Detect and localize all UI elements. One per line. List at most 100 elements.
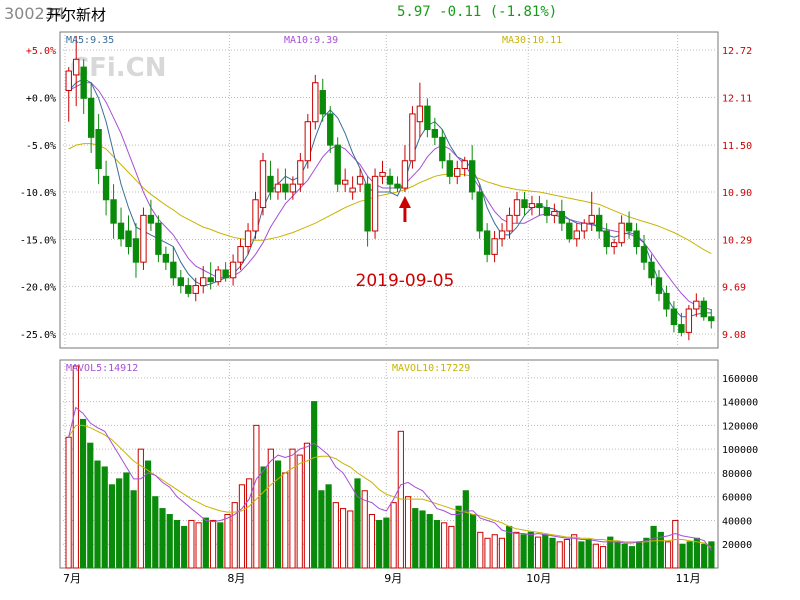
- candle-body: [349, 187, 356, 193]
- volume-bar: [448, 525, 455, 569]
- volume-bar: [484, 537, 491, 569]
- candle-body: [244, 230, 252, 248]
- volume-bar: [469, 514, 477, 569]
- volume-bar: [563, 538, 571, 569]
- volume-bar: [238, 484, 246, 569]
- candle-body: [663, 292, 670, 310]
- month-label: 8月: [227, 572, 245, 585]
- candle-body: [603, 230, 610, 248]
- volume-tick: 100000: [722, 445, 758, 456]
- annotation-date: 2019-09-05: [356, 271, 455, 291]
- candle-body: [334, 144, 341, 185]
- pct-tick-left: -5.0%: [26, 141, 56, 152]
- ma-legend: MA10:9.39: [284, 35, 338, 46]
- volume-tick: 80000: [722, 469, 752, 480]
- volume-tick: 20000: [722, 540, 752, 551]
- volume-bar: [513, 531, 520, 569]
- candle-body: [491, 238, 498, 255]
- volume-bar: [130, 490, 137, 569]
- price-tick-right: 9.69: [722, 282, 746, 293]
- volume-bar: [672, 519, 679, 569]
- pct-tick-left: +5.0%: [26, 46, 56, 57]
- volume-bar: [116, 478, 123, 569]
- volume-bar: [376, 519, 383, 569]
- volume-bar: [477, 531, 484, 569]
- candle-body: [468, 160, 476, 193]
- candle-body: [708, 316, 715, 322]
- candle-body: [274, 183, 282, 193]
- pct-tick-left: -10.0%: [20, 188, 56, 199]
- volume-bar: [173, 519, 181, 569]
- last-price: 5.97: [397, 4, 431, 20]
- candle-body: [371, 175, 379, 232]
- candle-body: [102, 175, 110, 201]
- volume-bar: [260, 466, 267, 569]
- volume-bar: [339, 508, 347, 569]
- candle-body: [110, 199, 117, 224]
- volume-bar: [144, 460, 152, 569]
- volume-bar: [636, 541, 643, 569]
- candle-body: [610, 242, 618, 248]
- volume-bar: [354, 478, 361, 569]
- candle-body: [409, 113, 416, 162]
- candle-body: [424, 105, 431, 131]
- volume-bar: [383, 517, 390, 569]
- candle-body: [267, 175, 274, 193]
- candle-body: [259, 160, 267, 209]
- candle-body: [80, 66, 87, 99]
- stock-name: 开尔新材: [46, 6, 107, 24]
- candle-body: [155, 222, 162, 255]
- pct-tick-left: -20.0%: [20, 282, 56, 293]
- mavol10-line: [68, 424, 712, 548]
- price-tick-right: 12.11: [722, 94, 752, 105]
- volume-bar: [433, 519, 441, 569]
- price-panel-frame: [59, 31, 719, 349]
- candle-body: [543, 207, 551, 216]
- mavol-legend: MAVOL5:14912: [66, 363, 138, 374]
- candle-body: [536, 203, 543, 209]
- volume-bar: [94, 460, 101, 569]
- candle-body: [379, 171, 386, 177]
- volume-bar: [195, 522, 202, 569]
- volume-bar: [246, 478, 253, 569]
- price-quote: 5.97 -0.11 (-1.81%): [397, 4, 557, 26]
- candle-body: [289, 183, 297, 193]
- volume-bar: [274, 460, 282, 569]
- price-tick-right: 10.90: [722, 188, 752, 199]
- candle-body: [566, 222, 573, 240]
- candle-body: [483, 230, 491, 255]
- volume-bar: [152, 496, 159, 569]
- volume-bar: [188, 519, 195, 569]
- volume-bar: [462, 490, 469, 569]
- candle-body: [685, 308, 693, 333]
- candle-body: [73, 58, 80, 76]
- volume-bar: [318, 490, 325, 569]
- candle-body: [117, 222, 125, 240]
- volume-bar: [202, 517, 209, 569]
- candle-body: [312, 82, 319, 123]
- volume-bar: [296, 454, 303, 569]
- volume-bar: [72, 365, 79, 569]
- ma30-line: [68, 143, 712, 255]
- month-label: 7月: [63, 572, 81, 585]
- candle-body: [185, 285, 192, 294]
- volume-bar: [607, 536, 614, 569]
- candle-body: [640, 246, 648, 263]
- candle-body: [364, 183, 371, 232]
- candle-body: [461, 160, 468, 170]
- volume-bar: [708, 541, 715, 569]
- volume-bar: [527, 531, 534, 569]
- volume-bar: [679, 543, 686, 569]
- volume-bar: [549, 537, 556, 569]
- volume-bar: [79, 418, 87, 569]
- volume-tick: 120000: [722, 421, 758, 432]
- month-label: 11月: [676, 572, 701, 585]
- candle-body: [670, 308, 678, 326]
- candle-body: [446, 160, 453, 177]
- candle-body: [207, 277, 214, 283]
- candle-body: [147, 214, 155, 224]
- month-label: 9月: [384, 572, 402, 585]
- candle-body: [498, 230, 506, 240]
- volume-bar: [592, 543, 599, 569]
